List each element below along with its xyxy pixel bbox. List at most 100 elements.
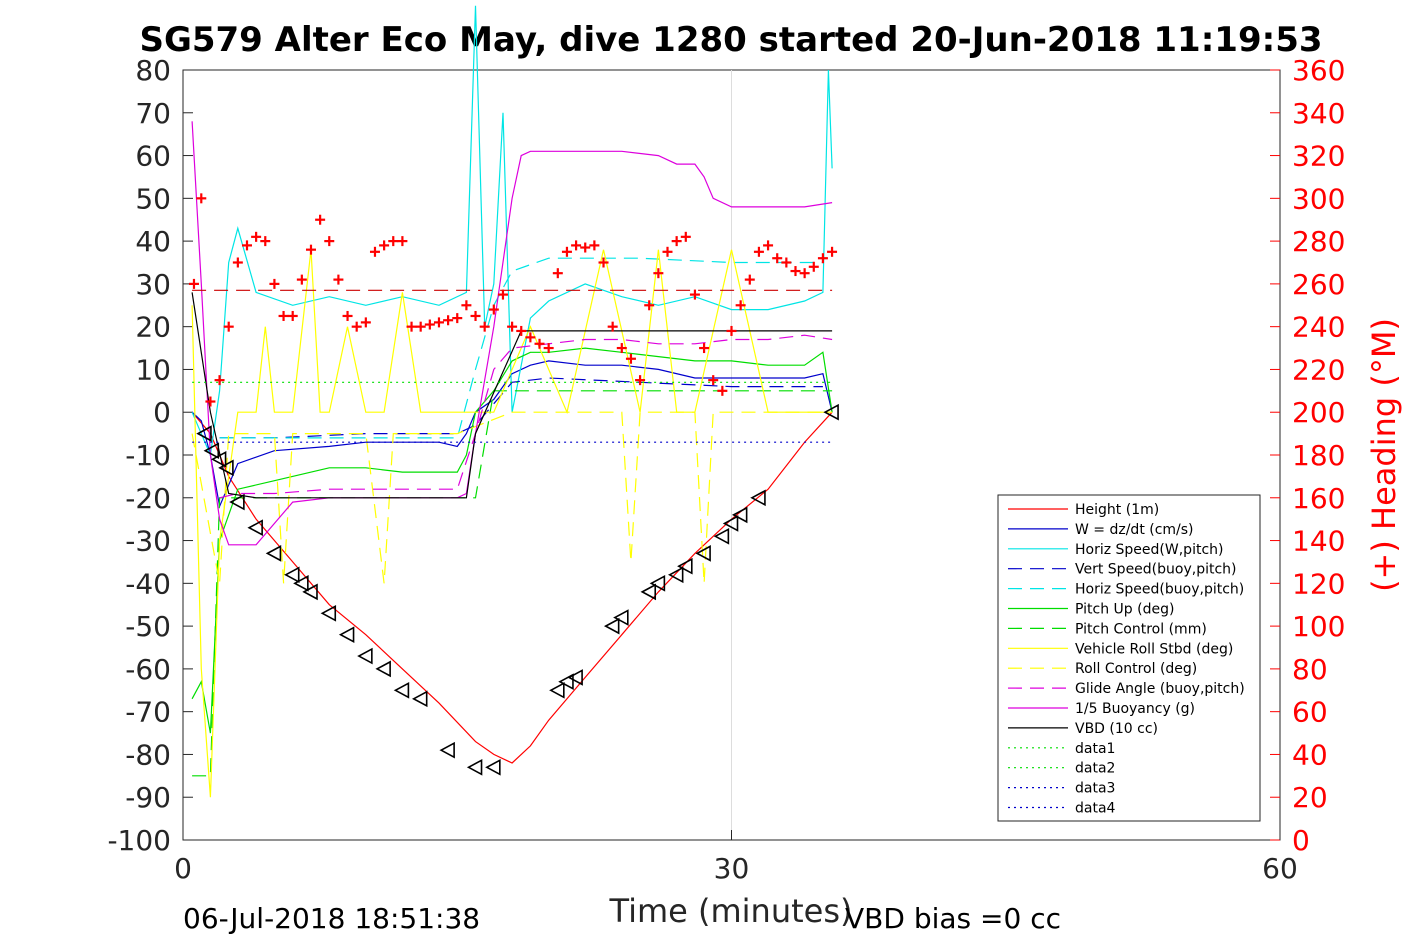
chart-title: SG579 Alter Eco May, dive 1280 started 2… [139,20,1322,60]
y2-tick-label: 60 [1292,696,1328,729]
legend-label: Roll Control (deg) [1075,661,1197,677]
heading-point [379,240,390,251]
heading-point [808,261,819,272]
heading-point [689,289,700,300]
heading-point [241,240,252,251]
y2-tick-label: 280 [1292,225,1345,258]
heading-point [817,253,828,264]
y-tick-label: 80 [135,54,171,87]
heading-point [635,375,646,386]
legend-label: Pitch Up (deg) [1075,602,1174,618]
heading-point [753,246,764,257]
y2-tick-label: 20 [1292,781,1328,814]
heading-point [571,240,582,251]
heading-point [744,274,755,285]
depth-marker [750,489,766,507]
heading-point [790,266,801,277]
heading-point [680,231,691,242]
heading-point [699,343,710,354]
y-axis-ticks: 80 70 60 50 40 30 20 10 0 -10 -20 -30 -40 -50 -60 -70 -8… [107,54,193,857]
heading-point [369,246,380,257]
heading-point [424,319,435,330]
y-tick-label: -100 [107,824,171,857]
depth-marker [411,690,428,708]
heading-point [735,300,746,311]
heading-points [188,193,838,407]
y-tick-label: -50 [125,610,171,643]
heading-point [470,310,481,321]
heading-point [296,274,307,285]
heading-point [726,325,737,336]
legend-label: data3 [1075,781,1115,797]
depth-marker [667,566,684,584]
y2-axis-label: (+) Heading (°M) [1365,318,1403,592]
series-height-1m [191,411,833,764]
depth-marker [722,515,739,532]
depth-marker [695,545,711,562]
y2-tick-label: 120 [1292,567,1345,600]
depth-marker [567,669,583,686]
heading-point [616,343,627,354]
heading-point [269,278,280,289]
heading-point [488,304,499,315]
y2-tick-label: 160 [1292,482,1345,515]
heading-point [607,321,618,332]
legend-label: data1 [1075,741,1115,757]
legend-label: Glide Angle (buoy,pitch) [1075,681,1245,697]
depth-marker [485,758,501,776]
depth-marker [549,681,565,699]
heading-point [342,310,353,321]
heading-point [433,317,444,328]
series-glide-angle-buoy-pitch [219,334,833,499]
y-tick-label: 30 [135,268,171,301]
heading-point [827,246,838,257]
heading-point [333,274,344,285]
depth-marker [613,609,629,626]
heading-point [671,236,682,247]
legend-label: VBD (10 cc) [1075,721,1158,737]
depth-marker [677,557,693,575]
heading-point [516,325,527,336]
y2-tick-label: 220 [1292,353,1345,386]
heading-point [232,257,243,268]
y-tick-label: 0 [153,396,171,429]
heading-point [461,300,472,311]
depth-marker [203,442,220,460]
x-tick-label: 0 [174,852,192,885]
heading-point [443,315,454,326]
heading-point [543,343,554,354]
depth-marker [439,741,455,759]
y-tick-label: -10 [125,439,171,472]
depth-marker [713,527,730,545]
legend: Height (1m) W = dz/dt (cm/s) Horiz Speed(W… [997,494,1261,822]
heading-point [644,300,655,311]
depth-marker [265,545,282,562]
legend-label: Height (1m) [1075,502,1159,518]
y-tick-label: -70 [125,696,171,729]
legend-label: Pitch Control (mm) [1075,621,1207,637]
y2-tick-label: 200 [1292,396,1345,429]
depth-marker [558,673,574,691]
depth-marker [210,450,227,468]
depth-marker [218,459,234,477]
depth-marker [823,403,839,421]
heading-point [315,214,326,225]
heading-point [251,231,262,242]
series-1-5-buoyancy-g [191,121,833,546]
heading-point [223,321,234,332]
y-tick-label: -80 [125,738,171,771]
y2-tick-label: 80 [1292,653,1328,686]
heading-point [772,253,783,264]
heading-point [598,257,609,268]
heading-point [196,193,207,204]
heading-point [360,317,371,328]
y2-tick-label: 140 [1292,525,1345,558]
x-axis-label: Time (minutes) [609,892,853,930]
heading-point [452,313,463,324]
heading-point [781,257,792,268]
heading-point [580,242,591,253]
legend-label: Horiz Speed(W,pitch) [1075,542,1223,558]
heading-point [589,240,600,251]
y-tick-label: 40 [135,225,171,258]
